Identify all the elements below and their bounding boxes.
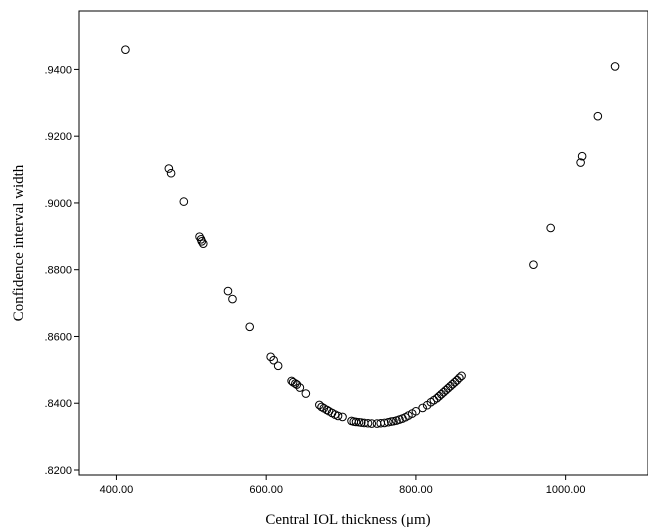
data-point [457,371,466,381]
y-tick-label: .8400 [44,398,72,410]
y-tick-label: .8800 [44,265,72,277]
data-point [455,373,464,383]
data-point [197,237,207,246]
data-point [529,260,538,269]
data-point [363,418,373,428]
data-point [292,380,302,389]
x-axis-ticks: 400.00 600.00 800.00 1000.00 [100,475,586,496]
plot-area [78,10,648,476]
data-points [121,45,620,428]
data-point [322,405,332,415]
data-point [223,286,233,296]
data-point [166,168,176,178]
data-point [317,402,326,412]
data-point [338,412,347,422]
y-tick-label: .9400 [44,64,72,76]
data-point [301,389,311,398]
data-point [389,416,398,426]
y-axis-title: Confidence interval width [11,164,27,321]
data-point [164,164,174,173]
x-tick-label: 400.00 [100,484,134,496]
x-tick-label: 1000.00 [546,484,586,496]
data-point [610,62,620,71]
data-point [576,158,585,167]
data-point [351,417,361,427]
data-point [179,197,189,206]
x-axis-title: Central IOL thickness (μm) [265,512,430,528]
data-point [121,45,130,55]
data-point [269,355,278,365]
data-point [245,322,254,332]
data-point [228,294,237,304]
y-tick-label: .9200 [44,131,72,143]
data-point [198,239,208,248]
data-point [383,417,393,427]
data-point [418,403,427,413]
y-axis-ticks: .8200 .8400 .8600 .8800 .9000 .9200 .9400 [44,64,79,477]
data-point [273,361,283,371]
data-point [380,418,389,428]
y-tick-label: .8600 [44,331,72,343]
data-point [546,223,555,233]
data-point [577,151,587,161]
x-tick-label: 800.00 [399,484,433,496]
data-point [356,418,366,427]
x-tick-label: 600.00 [249,484,283,496]
data-point [295,383,305,392]
data-point [367,419,377,428]
data-point [452,375,462,385]
y-tick-label: .9000 [44,198,72,210]
data-point [333,411,343,421]
data-point [593,111,603,121]
data-point [411,406,421,416]
data-point [450,377,460,387]
y-tick-label: .8200 [44,465,72,477]
